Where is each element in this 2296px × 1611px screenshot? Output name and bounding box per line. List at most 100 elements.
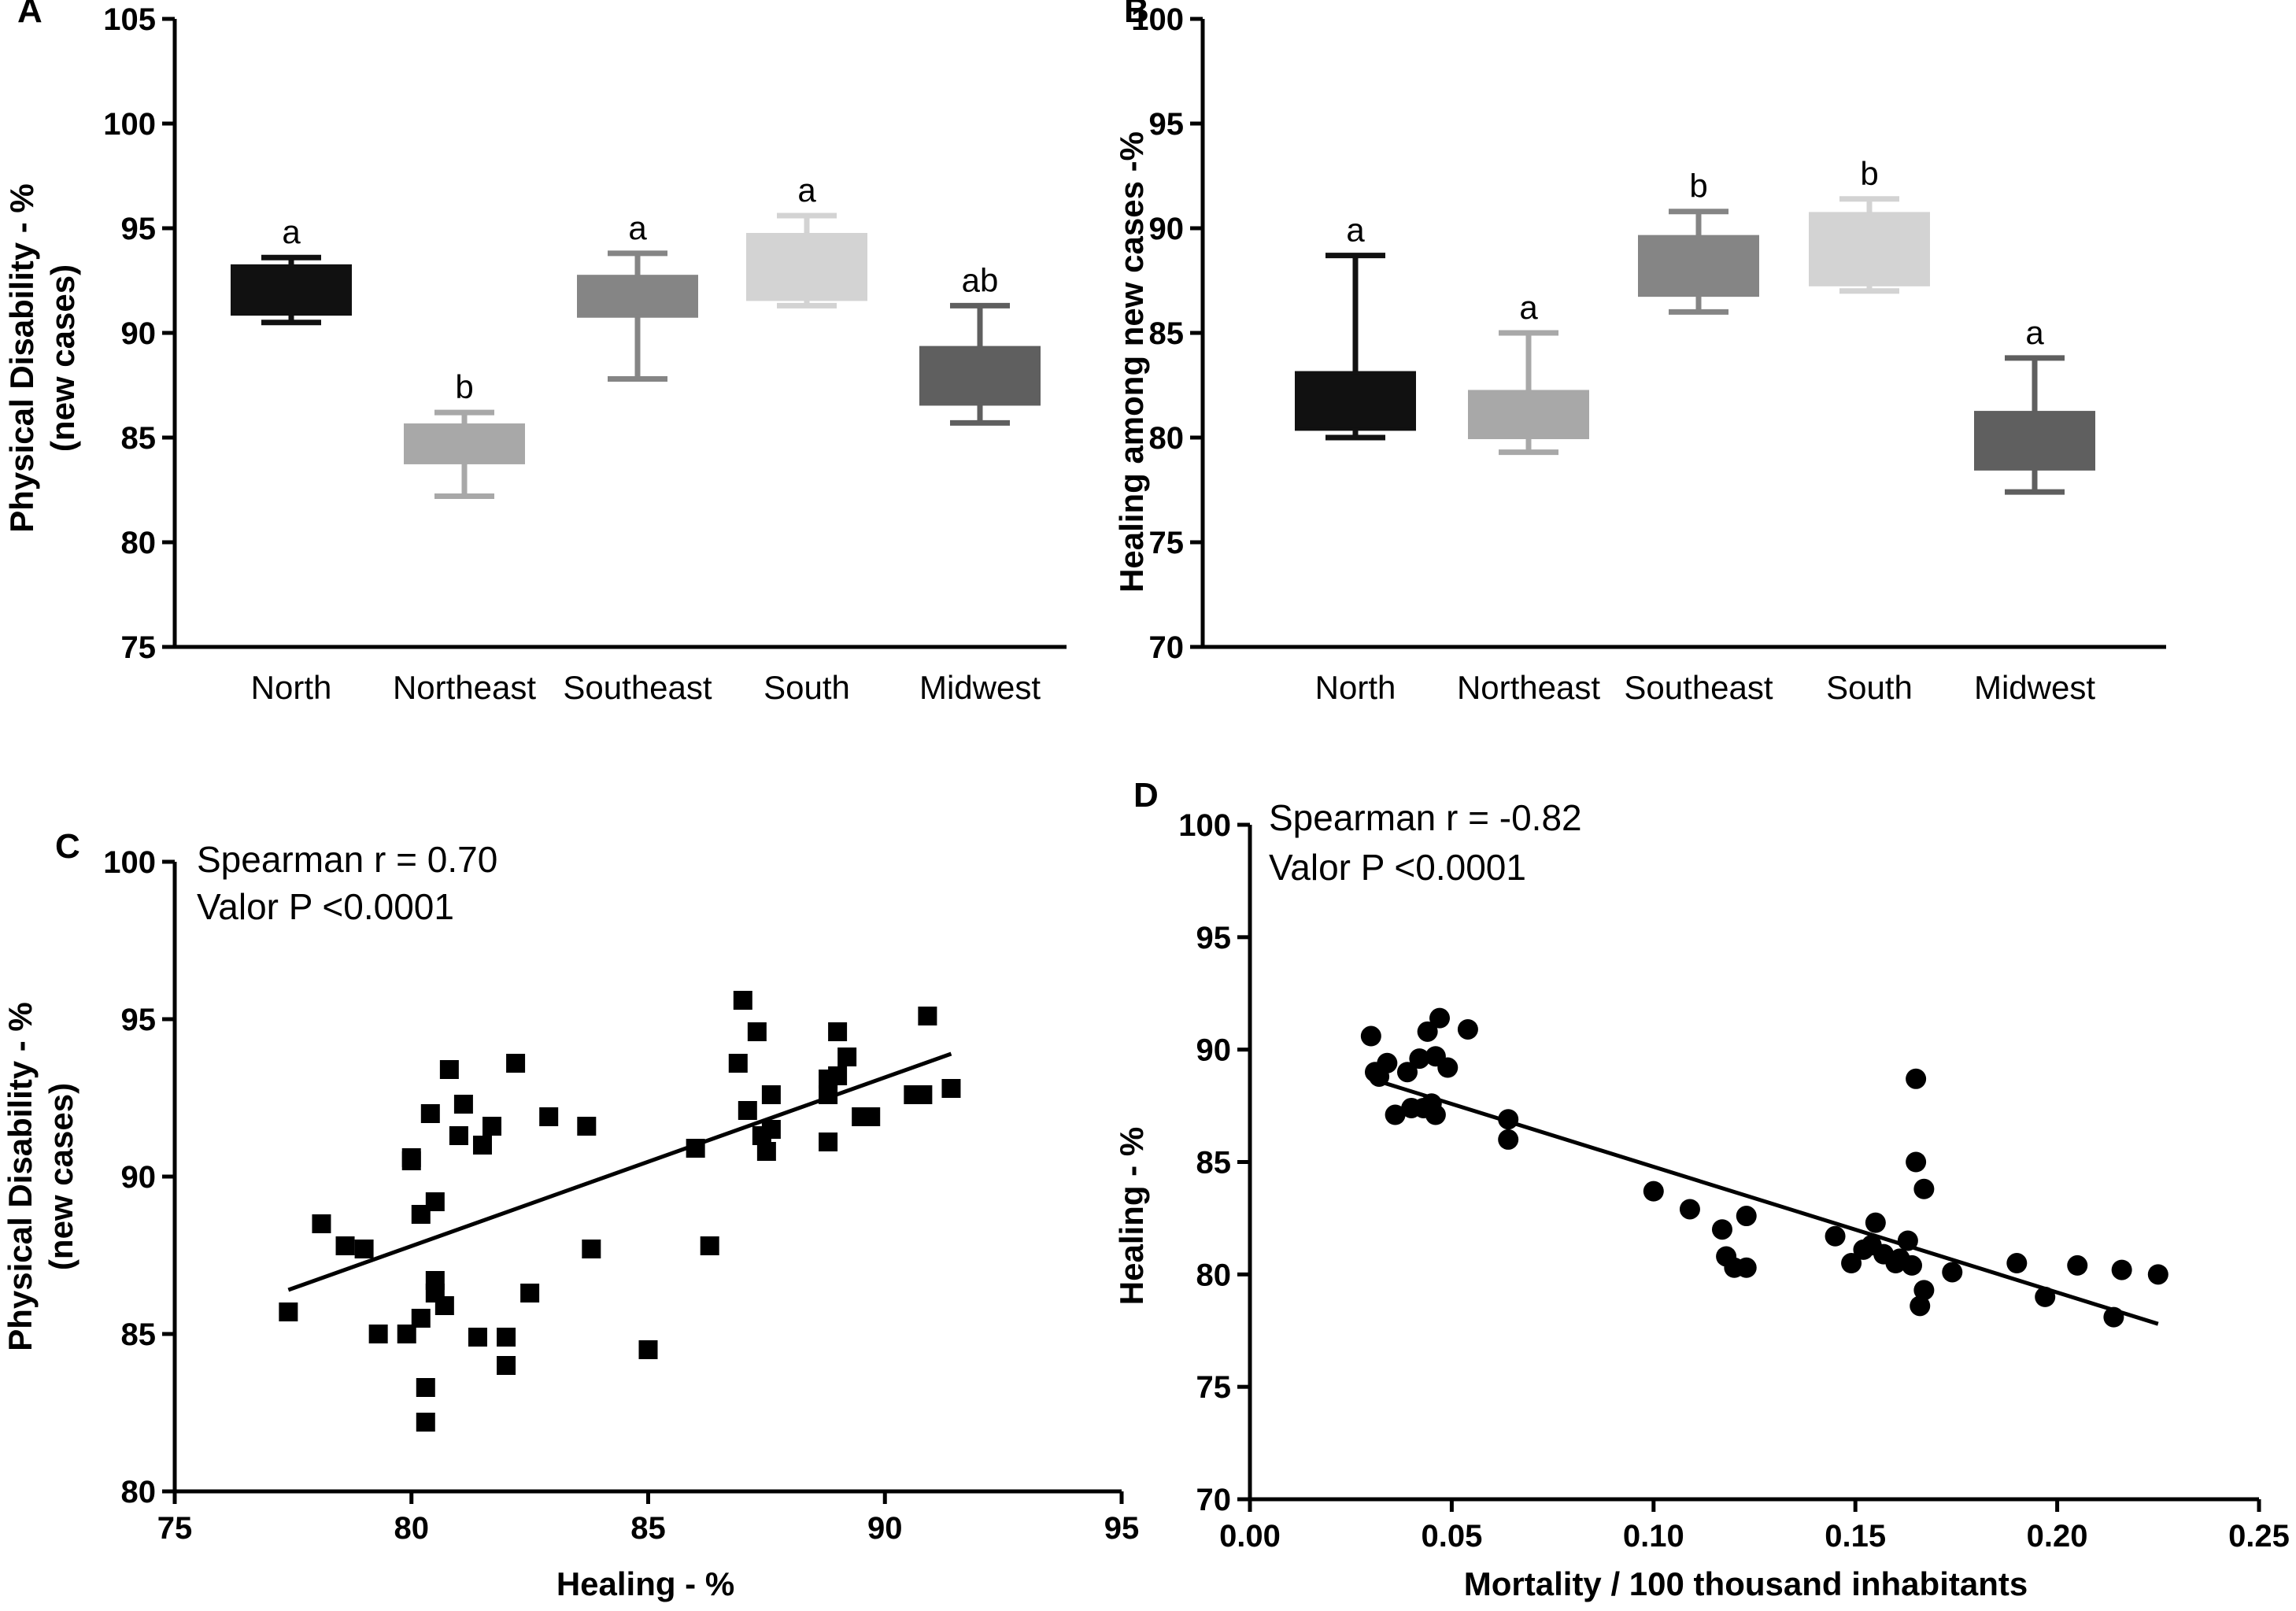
panel-d-regression-line xyxy=(1370,1077,2159,1326)
panel-d-p-value-text: Valor P <0.0001 xyxy=(1269,847,1526,888)
panel-a-y-tick-label: 85 xyxy=(121,421,157,456)
panel-a-significance-letter: a xyxy=(282,213,301,250)
panel-a-y-tick-label: 95 xyxy=(121,212,157,246)
panel-c-data-point xyxy=(638,1340,658,1359)
panel-b-y-axis: 70 75 80 85 90 95 100 xyxy=(1131,2,1205,665)
panel-a-y-tick-label: 105 xyxy=(103,2,156,37)
panel-c-data-point xyxy=(468,1328,487,1347)
panel-c-data-point xyxy=(728,1054,748,1073)
panel-b-box xyxy=(1638,235,1759,297)
panel-c-data-point xyxy=(354,1240,374,1258)
panel-c-data-point xyxy=(497,1328,516,1347)
panel-d-data-point xyxy=(1906,1068,1927,1089)
panel-b-significance-letter: a xyxy=(1519,289,1538,326)
panel-d-x-tick-label: 0.20 xyxy=(2027,1519,2088,1554)
panel-a-category-label: Midwest xyxy=(919,669,1041,706)
panel-a-letter: A xyxy=(17,0,43,30)
panel-d-data-point xyxy=(1385,1104,1406,1125)
panel-d-data-point xyxy=(1643,1181,1664,1202)
panel-d-data-point xyxy=(1437,1057,1459,1078)
panel-b-significance-letter: a xyxy=(1346,212,1365,249)
panel-c-data-point xyxy=(828,1022,848,1041)
panel-c-data-point xyxy=(401,1151,421,1170)
panel-a-box xyxy=(231,264,352,316)
panel-c-data-point xyxy=(539,1107,559,1126)
panel-d-data-point xyxy=(1736,1257,1757,1278)
panel-a-box xyxy=(577,275,698,318)
panel-a-y-tick-label: 100 xyxy=(103,107,156,142)
panel-d-y-axis-title: Healing - % xyxy=(1113,1127,1150,1305)
panel-b-significance-letter: a xyxy=(2025,314,2044,351)
panel-c-y-axis-title-line2: (new cases) xyxy=(43,1083,79,1270)
panel-d-data-point xyxy=(1913,1178,1935,1199)
panel-a-category-label: North xyxy=(251,669,332,706)
panel-d-y-tick-label: 90 xyxy=(1196,1033,1232,1068)
panel-c-data-point xyxy=(279,1302,298,1321)
panel-d-data-point xyxy=(1377,1052,1398,1073)
panel-a-category-label: South xyxy=(763,669,850,706)
panel-c-data-point xyxy=(756,1142,776,1161)
panel-c-data-point xyxy=(434,1296,454,1315)
panel-b-category-label: Northeast xyxy=(1457,669,1600,706)
panel-a-significance-letter: ab xyxy=(962,261,999,298)
panel-d-points xyxy=(1360,1007,2168,1328)
panel-d-data-point xyxy=(1913,1280,1935,1301)
panel-a-significance-letter: a xyxy=(628,209,647,246)
panel-c-points xyxy=(279,991,961,1432)
panel-c-data-point xyxy=(416,1413,435,1432)
panel-d-y-tick-label: 75 xyxy=(1196,1370,1232,1405)
panel-c-data-point xyxy=(582,1240,601,1258)
panel-d-data-point xyxy=(1825,1225,1846,1247)
panel-d-axes: 70 75 80 85 90 95 100 0.00 0.05 0.10 0.15 0.20 0.25 xyxy=(1178,808,2290,1554)
panel-d-data-point xyxy=(1865,1212,1886,1233)
panel-c-data-point xyxy=(828,1066,848,1085)
panel-c-x-tick-label: 85 xyxy=(630,1511,666,1546)
panel-d-data-point xyxy=(1360,1025,1381,1047)
panel-a-significance-letter: a xyxy=(797,172,816,209)
panel-d-x-tick-label: 0.05 xyxy=(1421,1519,1482,1554)
panel-d-x-tick-label: 0.15 xyxy=(1825,1519,1886,1554)
panel-c-data-point xyxy=(506,1054,526,1073)
panel-c-data-point xyxy=(861,1107,881,1126)
panel-c-data-point xyxy=(482,1117,502,1136)
panel-c-data-point xyxy=(368,1325,388,1343)
panel-b-box xyxy=(1468,390,1589,440)
panel-b-box xyxy=(1295,371,1416,431)
panel-d-data-point xyxy=(1679,1199,1700,1220)
panel-b-significance-letter: b xyxy=(1860,155,1878,192)
panel-b-y-axis-title: Healing among new cases -% xyxy=(1113,131,1150,593)
panel-c-data-point xyxy=(420,1104,440,1123)
panel-d-data-point xyxy=(1429,1007,1451,1029)
panel-c-data-point xyxy=(700,1236,719,1255)
panel-d-data-point xyxy=(1425,1104,1446,1125)
panel-d-data-point xyxy=(1841,1253,1862,1274)
panel-d-data-point xyxy=(1498,1129,1519,1150)
panel-c-y-tick-label: 90 xyxy=(121,1160,157,1195)
panel-b-box-chart: B 70 75 80 85 90 95 100 a a b b a North Northeast So… xyxy=(1113,0,2166,706)
panel-c-y-axis-title-line1: Physical Disability - % xyxy=(2,1002,39,1351)
panel-b-box xyxy=(1809,212,1930,286)
panel-d-data-point xyxy=(1910,1295,1931,1317)
panel-c-data-point xyxy=(738,1101,757,1120)
panel-b-x-axis: North Northeast Southeast South Midwest xyxy=(1203,645,2166,706)
panel-d-data-point xyxy=(1417,1021,1438,1042)
panel-c-data-point xyxy=(747,1022,767,1041)
panel-a-box xyxy=(919,345,1041,406)
panel-a-category-label: Northeast xyxy=(393,669,536,706)
panel-d-data-point xyxy=(2067,1254,2088,1276)
panel-a-y-tick-label: 75 xyxy=(121,630,157,665)
panel-c-x-tick-label: 75 xyxy=(157,1511,193,1546)
panel-b-y-tick-label: 70 xyxy=(1149,630,1185,665)
panel-c-x-tick-label: 80 xyxy=(394,1511,430,1546)
panel-c-x-tick-label: 95 xyxy=(1104,1511,1140,1546)
panel-d-y-tick-label: 70 xyxy=(1196,1483,1232,1517)
panel-d-scatter: D 70 75 80 85 90 95 100 0.00 0.05 0.10 0.15 0.20 0.2… xyxy=(1113,776,2290,1602)
panel-c-regression-line xyxy=(287,1051,952,1292)
panel-b-category-label: North xyxy=(1315,669,1396,706)
panel-d-data-point xyxy=(2147,1264,2168,1285)
panel-d-x-tick-label: 0.25 xyxy=(2228,1519,2290,1554)
panel-a-y-axis-title-line2: (new cases) xyxy=(44,264,81,452)
panel-a-y-tick-label: 90 xyxy=(121,316,157,351)
